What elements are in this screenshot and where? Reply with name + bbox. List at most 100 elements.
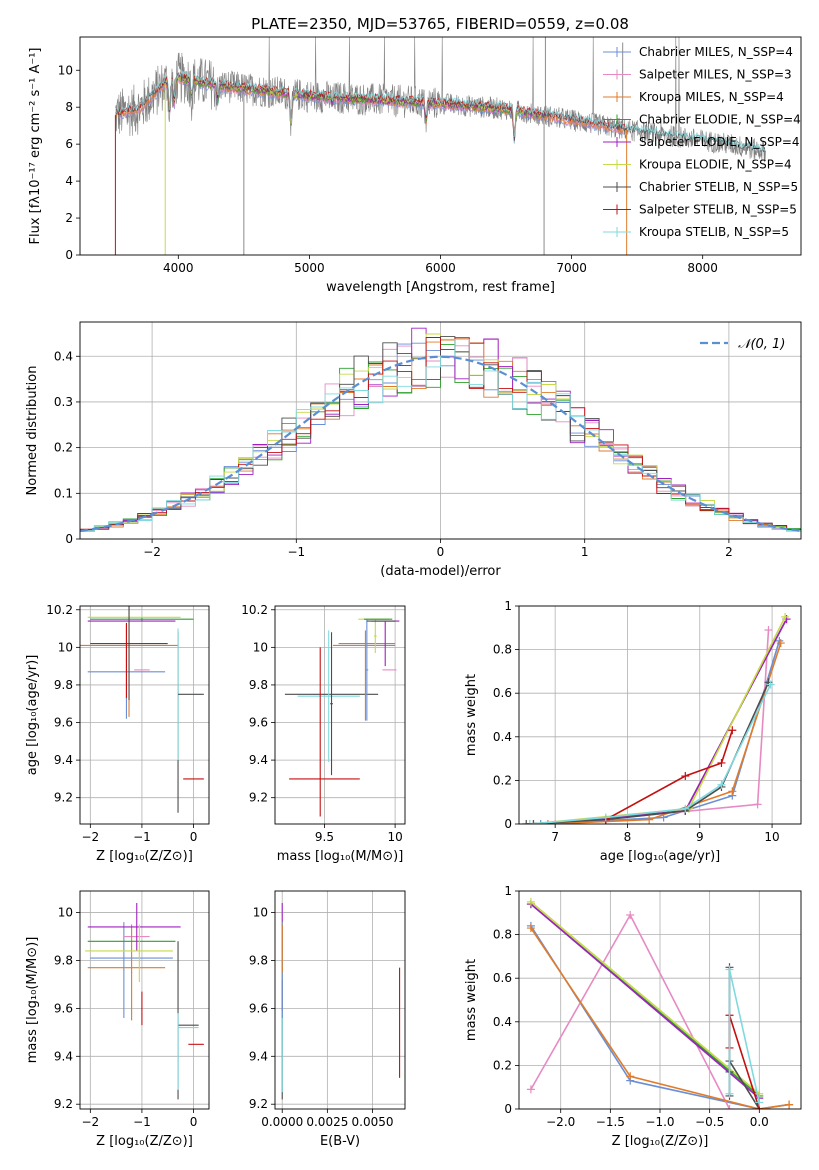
grid-lines (80, 606, 209, 824)
y-axis-label: Flux [fλ10⁻¹⁷ erg cm⁻² s⁻¹ A⁻¹] (28, 48, 43, 245)
weight-marker (728, 726, 737, 735)
y-axis-label: mass [log₁₀(M/M⊙)] (25, 937, 40, 1064)
y-tick-label: 10 (58, 640, 73, 654)
x-axis-label: Z [log₁₀(Z/Z⊙)] (96, 849, 193, 864)
weight-marker (626, 1072, 635, 1081)
y-tick-label: 0.4 (493, 1015, 512, 1029)
x-axis-label: Z [log₁₀(Z/Z⊙)] (612, 1134, 709, 1149)
weight-marker (728, 787, 737, 796)
y-tick-label: 0.1 (54, 486, 73, 500)
weight-line-5 (530, 901, 760, 1095)
y-tick-label: 9.6 (54, 1001, 73, 1015)
plot-area (80, 606, 204, 813)
x-tick-label: 2 (725, 545, 733, 559)
axes-frame (79, 321, 802, 540)
y-tick-label: 9.2 (54, 791, 73, 805)
weight-marker (781, 612, 790, 621)
x-tick-label: −1 (287, 545, 305, 559)
axes-mass-vs-ebv: 0.0000 0.0025 0.0050 9.2 9.4 9.6 9.8 10 E(B-V) (249, 890, 406, 1149)
ticks: −2.0 −1.5 −1.0 −0.5 0.0 0 0.2 0.4 0.6 0.8 1 (493, 884, 769, 1129)
weight-marker (725, 1089, 734, 1098)
y-tick-label: 0.4 (54, 349, 73, 363)
x-tick-label: 0 (190, 1115, 198, 1129)
x-tick-label: 0.0050 (352, 1115, 394, 1129)
x-tick-label: −2 (143, 545, 161, 559)
y-tick-label: 4 (65, 174, 73, 188)
y-tick-label: 10 (253, 906, 268, 920)
weight-marker (645, 815, 654, 824)
histogram-8 (80, 338, 801, 532)
legend-label: Kroupa MILES, N_SSP=4 (639, 90, 784, 104)
y-tick-label: 0 (65, 248, 73, 262)
axes-frame (79, 890, 210, 1110)
x-tick-label: 0 (190, 830, 198, 844)
weight-marker (525, 820, 534, 824)
ticks: 0.0000 0.0025 0.0050 9.2 9.4 9.6 9.8 10 (249, 906, 394, 1129)
y-tick-label: 0.4 (493, 730, 512, 744)
y-tick-label: 1 (504, 884, 512, 898)
x-tick-label: 6000 (425, 261, 456, 275)
y-tick-label: 2 (65, 211, 73, 225)
axes-age-vs-z: −2 −1 0 9.2 9.4 9.6 9.8 10 10.2 Z [log₁₀(Z/Z⊙)] ag… (25, 603, 210, 864)
weight-marker (717, 780, 726, 789)
x-axis-label: mass [log₁₀(M/M⊙)] (277, 849, 404, 864)
weight-marker (522, 820, 531, 824)
y-tick-label: 9.8 (54, 953, 73, 967)
weight-marker (776, 639, 785, 648)
y-tick-label: 0 (504, 817, 512, 831)
ticks: 7 8 9 10 0 0.2 0.4 0.6 0.8 1 (493, 599, 780, 844)
x-tick-label: 9 (696, 830, 704, 844)
y-tick-label: 0 (65, 532, 73, 546)
axes-mass-weight-vs-z: −2.0 −1.5 −1.0 −0.5 0.0 0 0.2 0.4 0.6 0.8 1 Z [log₁… (464, 884, 802, 1149)
y-tick-label: 10 (58, 63, 73, 77)
axes-frame (274, 605, 406, 825)
x-tick-label: 7 (551, 830, 559, 844)
figure-title: PLATE=2350, MJD=53765, FIBERID=0559, z=0… (251, 15, 629, 33)
weight-marker (526, 924, 535, 933)
ticks: −2 −1 0 9.2 9.4 9.6 9.8 10 10.2 (46, 603, 197, 844)
y-tick-label: 0.2 (493, 773, 512, 787)
weight-marker (753, 800, 762, 809)
y-tick-label: 9.4 (249, 753, 268, 767)
weight-line-4 (530, 903, 760, 1099)
x-tick-label: −0.5 (695, 1115, 724, 1129)
x-tick-label: 0.0025 (306, 1115, 348, 1129)
x-tick-label: 5000 (294, 261, 325, 275)
grid-lines (275, 891, 405, 1109)
weight-marker (725, 1105, 734, 1109)
x-axis-label: (data-model)/error (380, 564, 501, 579)
weight-marker (681, 772, 690, 781)
y-tick-label: 9.2 (54, 1097, 73, 1111)
gaussian-reference-curve (80, 355, 801, 533)
x-tick-label: 10 (764, 830, 779, 844)
legend-label: Chabrier MILES, N_SSP=4 (639, 45, 793, 59)
y-tick-label: 10.2 (46, 603, 73, 617)
y-tick-label: 9.4 (249, 1049, 268, 1063)
weight-marker (536, 820, 545, 824)
x-tick-label: −2.0 (546, 1115, 575, 1129)
y-tick-label: 9.4 (54, 1049, 73, 1063)
weight-marker (755, 1098, 764, 1107)
x-tick-label: −1 (133, 1115, 151, 1129)
x-tick-label: −2 (81, 830, 99, 844)
y-tick-label: 9.6 (54, 716, 73, 730)
y-tick-label: 10 (253, 640, 268, 654)
y-tick-label: 0.2 (54, 441, 73, 455)
y-tick-label: 10.2 (241, 603, 268, 617)
ticks: 9.5 10 9.2 9.4 9.6 9.8 10 10.2 (241, 603, 402, 844)
weight-marker (785, 1100, 794, 1109)
weight-marker (526, 897, 535, 906)
plot-area (281, 902, 401, 1100)
y-tick-label: 8 (65, 100, 73, 114)
legend: Chabrier MILES, N_SSP=4 Salpeter MILES, N… (603, 45, 801, 239)
x-axis-label: Z [log₁₀(Z/Z⊙)] (96, 1134, 193, 1149)
ticks: −2 −1 0 9.2 9.4 9.6 9.8 10 (54, 906, 197, 1129)
y-axis-label: age [log₁₀(age/yr)] (25, 655, 40, 776)
y-tick-label: 9.6 (249, 716, 268, 730)
y-tick-label: 9.2 (249, 1097, 268, 1111)
axes-frame (518, 605, 802, 825)
y-tick-label: 9.8 (249, 678, 268, 692)
y-tick-label: 9.6 (249, 1001, 268, 1015)
